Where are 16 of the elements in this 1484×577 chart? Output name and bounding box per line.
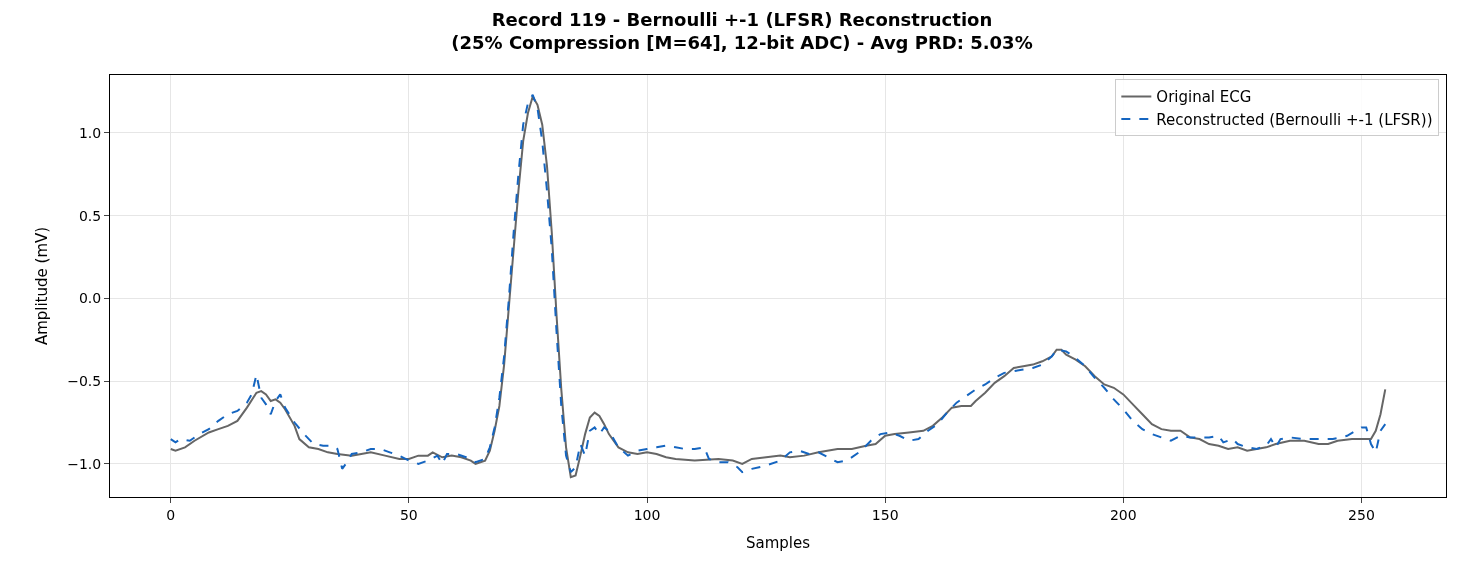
chart-title: Record 119 - Bernoulli +-1 (LFSR) Reconstruction (25% Compression [M=64], 12-bit ADC) - Avg PRD: 5.03%	[451, 8, 1033, 54]
y-tick-label: −1.0	[67, 455, 102, 472]
y-tick-label: 1.0	[78, 124, 102, 141]
legend-label: Reconstructed (Bernoulli +-1 (LFSR))	[1156, 110, 1433, 129]
y-tick-label: 0.5	[78, 207, 102, 224]
x-tick-label: 200	[1109, 506, 1137, 523]
legend-label: Original ECG	[1156, 88, 1252, 107]
x-tick-label: 250	[1348, 506, 1375, 523]
y-tick-label: −0.5	[67, 373, 102, 390]
y-tick-label: 0.0	[78, 290, 102, 307]
x-axis-title: Samples	[745, 533, 811, 552]
x-tick-label: 100	[633, 506, 661, 523]
x-tick-label: 50	[399, 506, 418, 523]
y-axis-title: Amplitude (mV)	[33, 226, 52, 346]
x-tick-label: 0	[166, 506, 176, 523]
x-tick-label: 150	[871, 506, 899, 523]
